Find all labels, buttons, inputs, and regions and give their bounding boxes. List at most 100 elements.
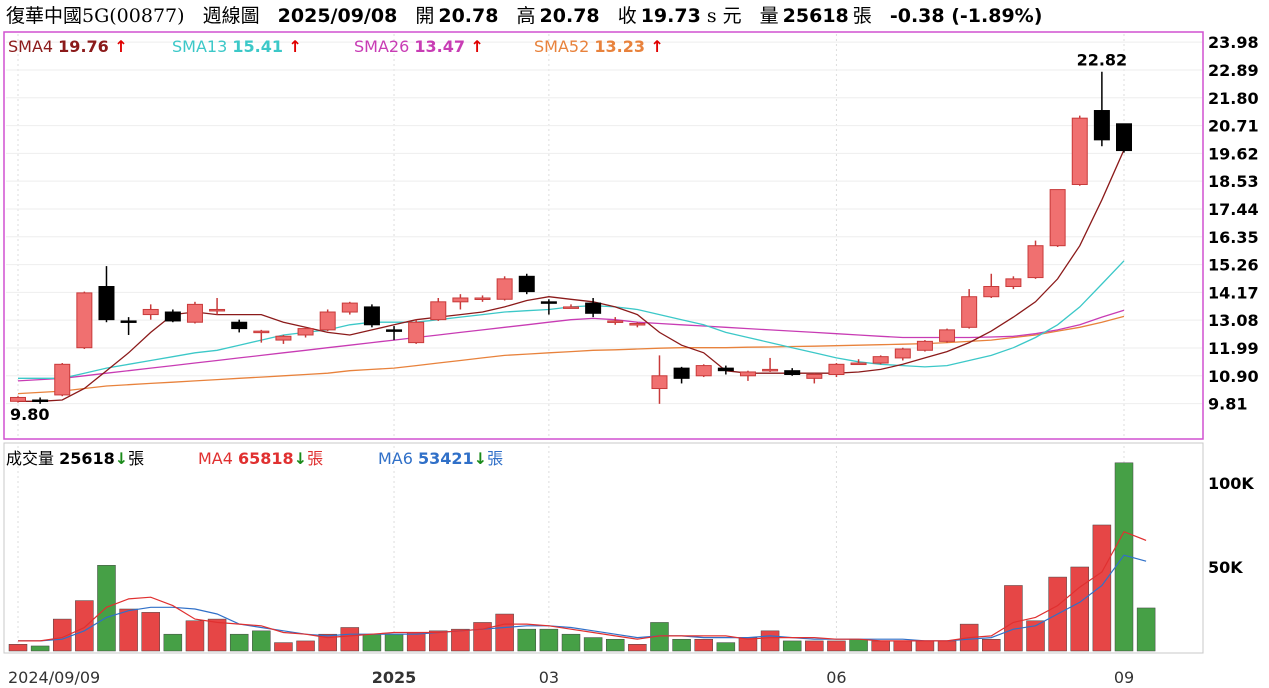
volume-bar: [694, 638, 713, 652]
volume-bar: [827, 640, 846, 652]
volume-bar: [561, 633, 581, 652]
high-value: 20.78: [539, 5, 600, 27]
candle-body: [939, 329, 956, 342]
volume-bar: [119, 608, 138, 652]
volume-bar: [252, 630, 271, 652]
candle-body: [430, 301, 447, 321]
x-tick-label: 2025: [372, 668, 417, 687]
legend-sma13: SMA13 15.41 ↑: [172, 37, 302, 56]
volume-bar: [495, 613, 514, 652]
candle: [828, 363, 845, 378]
price-tick-label: 21.80: [1208, 89, 1259, 108]
candle-body: [673, 367, 690, 379]
candle: [496, 276, 513, 301]
date: 2025/09/08: [277, 5, 398, 27]
volume-legend-0: 成交量 25618↓張: [6, 449, 144, 468]
candle: [452, 294, 469, 310]
candle-body: [275, 335, 292, 341]
candle: [253, 329, 270, 343]
chart-header: 復華中國5G(00877) 週線圖 2025/09/08 開 20.78 高 20.…: [6, 2, 1054, 30]
price-tick-label: 9.81: [1208, 395, 1247, 414]
candle: [806, 373, 823, 384]
volume-bar: [52, 618, 72, 652]
candle-body: [872, 356, 889, 364]
candle-body: [1027, 245, 1044, 279]
volume-bar: [163, 633, 183, 652]
candle: [98, 266, 115, 323]
volume-bar: [8, 644, 28, 652]
candle-body: [363, 306, 380, 326]
candle-body: [1005, 278, 1022, 288]
volume-unit: 張: [852, 5, 872, 27]
x-tick-label: 03: [539, 668, 559, 687]
candle-body: [695, 365, 712, 377]
volume-bar: [406, 632, 426, 652]
open-label: 開: [415, 5, 435, 27]
min-price-label: 9.80: [10, 405, 49, 424]
ma4-volume-line: [18, 530, 1147, 642]
close-value: 19.73: [640, 5, 701, 27]
volume-bar: [716, 642, 736, 652]
candle-body: [1071, 117, 1088, 185]
candle: [408, 319, 425, 344]
volume-panel-frame: [3, 442, 1204, 654]
volume-bar: [937, 640, 957, 652]
volume-bar: [760, 630, 780, 652]
volume-bar: [893, 640, 913, 652]
candle: [54, 363, 71, 397]
candle: [275, 334, 292, 344]
price-tick-label: 22.89: [1208, 61, 1259, 80]
candle: [1027, 240, 1044, 279]
volume-bar: [805, 640, 824, 652]
candle: [762, 357, 779, 372]
volume-bar: [1004, 585, 1023, 652]
candle: [363, 304, 380, 328]
stock-name: 復華中國5G(00877): [6, 5, 185, 27]
candle: [231, 319, 248, 333]
volume-bar: [1092, 524, 1112, 652]
candle-body: [563, 306, 579, 309]
candle: [1116, 123, 1132, 153]
price-tick-label: 20.71: [1208, 117, 1259, 136]
candle-body: [386, 329, 403, 332]
volume-value: 25618: [782, 5, 849, 27]
candle: [673, 366, 690, 384]
close-suffix: s 元: [706, 5, 742, 27]
volume-bar: [274, 642, 293, 652]
legend-sma52: SMA52 13.23 ↑: [534, 37, 664, 56]
candle-body: [54, 363, 71, 396]
volume-bar: [451, 628, 470, 652]
volume-bar: [628, 644, 647, 652]
candle: [1093, 71, 1110, 147]
volume-bar: [605, 638, 625, 652]
max-price-label: 22.82: [1077, 51, 1128, 70]
candle-body: [651, 375, 668, 390]
candle-body: [1116, 123, 1132, 152]
candle-body: [717, 367, 734, 372]
candle: [939, 328, 956, 343]
candle-body: [1049, 189, 1066, 247]
candle: [1049, 189, 1066, 247]
candle: [784, 368, 801, 376]
candle-body: [806, 374, 823, 379]
legend-sma26: SMA26 13.47 ↑: [354, 37, 484, 56]
candle-body: [762, 368, 779, 372]
candle-body: [408, 321, 425, 344]
volume-bar: [318, 633, 337, 652]
volume-bar: [384, 633, 404, 652]
candle-body: [828, 363, 845, 376]
price-tick-label: 18.53: [1208, 172, 1259, 191]
candle-body: [120, 320, 137, 323]
x-tick-label: 2024/09/09: [8, 668, 100, 687]
sma52-line: [17, 315, 1125, 395]
candle-body: [186, 303, 203, 323]
candle-body: [1093, 110, 1110, 141]
volume-label: 量: [759, 5, 779, 27]
legend-sma4: SMA4 19.76 ↑: [8, 37, 128, 56]
candle-body: [850, 362, 867, 366]
price-panel-frame: [3, 31, 1204, 440]
volume-bar: [340, 627, 360, 652]
volume-bar: [672, 638, 691, 652]
volume-bar: [849, 638, 868, 652]
candle: [474, 295, 491, 302]
